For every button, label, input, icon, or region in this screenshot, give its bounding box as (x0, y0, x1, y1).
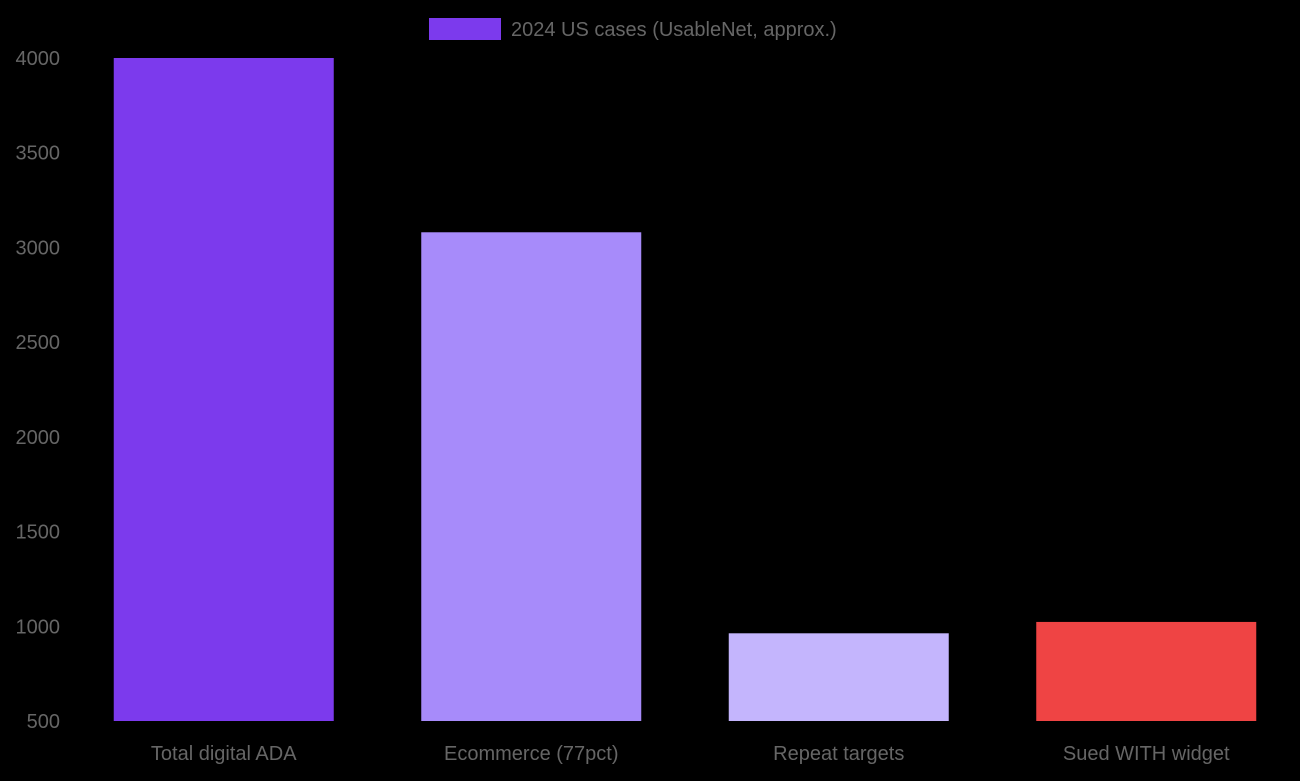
legend[interactable]: 2024 US cases (UsableNet, approx.) (429, 18, 837, 41)
x-tick-label: Repeat targets (773, 743, 904, 765)
legend-swatch (429, 18, 501, 40)
bar[interactable] (113, 58, 334, 721)
y-tick-label: 2500 (16, 332, 61, 354)
y-tick-label: 1500 (16, 522, 61, 544)
bar[interactable] (1036, 621, 1257, 721)
bars (113, 58, 1257, 721)
y-axis: 500 1000 1500 2000 2500 3000 3500 4000 (16, 48, 61, 733)
y-tick-label: 500 (27, 711, 60, 733)
bar[interactable] (728, 633, 949, 721)
y-tick-label: 3000 (16, 237, 61, 259)
legend-label: 2024 US cases (UsableNet, approx.) (511, 19, 837, 41)
x-tick-label: Sued WITH widget (1063, 743, 1230, 765)
y-tick-label: 2000 (16, 427, 61, 449)
y-tick-label: 4000 (16, 48, 61, 70)
x-tick-label: Total digital ADA (151, 743, 297, 765)
x-tick-label: Ecommerce (77pct) (444, 743, 619, 765)
y-tick-label: 1000 (16, 616, 61, 638)
bar[interactable] (421, 232, 642, 721)
y-tick-label: 3500 (16, 143, 61, 165)
x-axis: Total digital ADA Ecommerce (77pct) Repeat… (151, 743, 1230, 765)
